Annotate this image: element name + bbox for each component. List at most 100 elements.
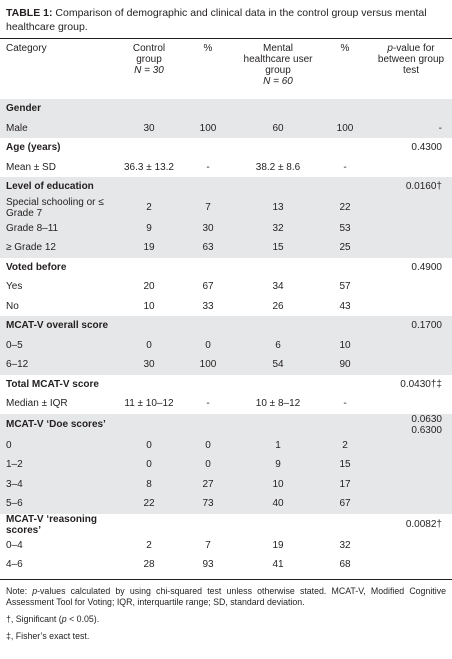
cell-text: 60 xyxy=(272,122,284,134)
cell-text: 8 xyxy=(146,478,152,490)
cell: 28 xyxy=(118,555,180,575)
cell xyxy=(118,316,180,336)
cell-text: 19 xyxy=(272,539,284,551)
cell: 100 xyxy=(320,118,370,138)
column-header: % xyxy=(180,38,236,93)
note-text: Note: xyxy=(6,585,33,596)
cell: No xyxy=(0,297,118,317)
cell: Grade 8–11 xyxy=(0,218,118,238)
cell xyxy=(370,196,452,219)
cell xyxy=(370,99,452,119)
cell: 22 xyxy=(320,196,370,219)
cell: 9 xyxy=(118,218,180,238)
cell xyxy=(180,514,236,536)
cell xyxy=(118,138,180,158)
data-row: Grade 8–11 9 30 32 53 xyxy=(0,218,452,238)
cell-text: 30 xyxy=(143,359,155,371)
cell-text: 63 xyxy=(202,242,214,254)
cell-text: ≥ Grade 12 xyxy=(6,242,56,254)
table-caption: TABLE 1: Comparison of demographic and c… xyxy=(0,0,452,38)
cell-text: 0.4300 xyxy=(411,142,442,154)
cell: Voted before xyxy=(0,258,118,278)
cell-text: 22 xyxy=(339,202,351,213)
cell: - xyxy=(180,394,236,414)
cell: Special schooling or ≤ Grade 7 xyxy=(0,196,118,219)
cell-text: 9 xyxy=(275,459,281,471)
header-text: Control group xyxy=(132,43,166,65)
column-header: % xyxy=(320,38,370,93)
cell-text: MCAT-V ‘Doe scores’ xyxy=(6,419,106,430)
cell: 0.1700 xyxy=(370,316,452,336)
cell-text: 10 xyxy=(143,300,155,312)
cell: 1 xyxy=(236,435,320,455)
table-body: Gender Male 30 100 60 100- Age (years) 0.4300 Me… xyxy=(0,93,452,575)
cell: 26 xyxy=(236,297,320,317)
cell: 0.0430†‡ xyxy=(370,375,452,395)
cell-text: 38.2 ± 8.6 xyxy=(255,161,301,173)
note-text: < 0.05). xyxy=(66,613,100,624)
cell xyxy=(118,177,180,197)
data-row: Median ± IQR 11 ± 10–12 - 10 ± 8–12 - xyxy=(0,394,452,414)
cell-text: Median ± IQR xyxy=(6,398,68,410)
header-text: Category xyxy=(6,43,47,54)
cell-text: 22 xyxy=(143,498,155,510)
cell: 10 ± 8–12 xyxy=(236,394,320,414)
cell-text: 0 xyxy=(205,459,211,471)
cell: 0.0082† xyxy=(370,514,452,536)
cell-text: Mean ± SD xyxy=(6,161,56,173)
cell-text: Gender xyxy=(6,103,42,115)
data-row: 0–5 0 0 6 10 xyxy=(0,335,452,355)
data-row: 5–6 22 73 40 67 xyxy=(0,494,452,514)
cell: 19 xyxy=(236,536,320,556)
header-text: -value for between group test xyxy=(377,43,445,76)
cell xyxy=(118,99,180,119)
cell-text: 100 xyxy=(199,359,217,371)
cell: 0 xyxy=(118,435,180,455)
section-row: Gender xyxy=(0,99,452,119)
cell: MCAT-V overall score xyxy=(0,316,118,336)
cell xyxy=(320,99,370,119)
cell: 0.0160† xyxy=(370,177,452,197)
cell: 17 xyxy=(320,474,370,494)
cell: Yes xyxy=(0,277,118,297)
cell-text: 6 xyxy=(275,339,281,351)
cell xyxy=(180,375,236,395)
cell xyxy=(236,99,320,119)
cell xyxy=(180,413,236,436)
cell-text: 0–5 xyxy=(6,339,23,351)
cell: 22 xyxy=(118,494,180,514)
cell-text: 100 xyxy=(199,122,217,134)
cell-text: 33 xyxy=(202,300,214,312)
cell: 30 xyxy=(118,118,180,138)
cell-text: - xyxy=(343,161,347,173)
cell xyxy=(236,413,320,436)
data-row: ≥ Grade 12 19 63 15 25 xyxy=(0,238,452,258)
cell: 0 xyxy=(180,435,236,455)
cell xyxy=(320,316,370,336)
cell-text: 10 xyxy=(272,478,284,490)
cell-text: MCAT-V ‘reasoning scores’ xyxy=(6,513,97,536)
cell-text: 0.0630 xyxy=(411,413,442,425)
data-row: Special schooling or ≤ Grade 7 2 7 13 22 xyxy=(0,196,452,219)
cell-text: 0 xyxy=(146,439,152,451)
header-text: Mental healthcare user group xyxy=(243,43,313,76)
cell-text: 4–6 xyxy=(6,559,23,571)
cell-text: 20 xyxy=(143,281,155,293)
cell-text: 15 xyxy=(272,242,284,254)
cell-text: 0.0082† xyxy=(405,519,442,530)
cell-text: 30 xyxy=(202,222,214,234)
cell: 54 xyxy=(236,355,320,375)
note: †, Significant (p < 0.05). xyxy=(6,614,446,625)
cell-text: - xyxy=(206,398,210,410)
cell-text: 11 ± 10–12 xyxy=(124,398,174,410)
cell xyxy=(370,455,452,475)
cell-text: Level of education xyxy=(6,181,94,193)
cell: 1–2 xyxy=(0,455,118,475)
cell: 38.2 ± 8.6 xyxy=(236,158,320,178)
cell-text: 90 xyxy=(339,359,351,371)
cell: Level of education xyxy=(0,177,118,197)
cell-text: - xyxy=(343,398,347,410)
cell-text: 68 xyxy=(339,559,351,571)
cell-text: 54 xyxy=(272,359,284,371)
cell: 32 xyxy=(236,218,320,238)
